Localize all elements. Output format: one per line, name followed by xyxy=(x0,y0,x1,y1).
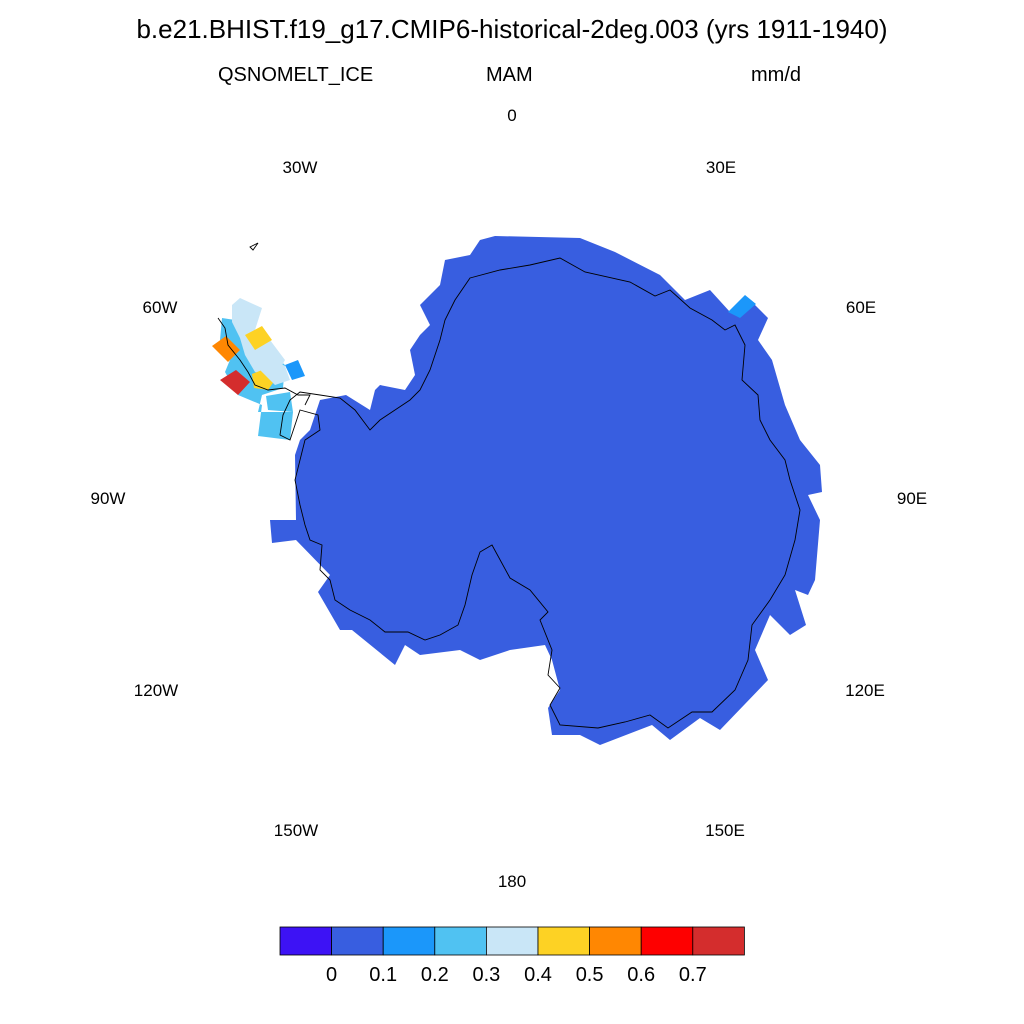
lon-label-0: 0 xyxy=(507,106,517,125)
season-label: MAM xyxy=(486,64,533,86)
colorbar-box xyxy=(382,926,436,956)
lon-label-30e: 30E xyxy=(705,158,737,177)
variable-label: QSNOMELT_ICE xyxy=(218,64,374,86)
units-label: mm/d xyxy=(751,64,801,86)
coastline xyxy=(279,257,801,729)
colorbar-box xyxy=(485,926,539,956)
colorbar-tick-label: 0.2 xyxy=(421,964,449,986)
colorbar-tick-label: 0.3 xyxy=(472,964,500,986)
lon-label-60e: 60E xyxy=(845,298,877,317)
colorbar-tick-label: 0.1 xyxy=(369,964,397,986)
colorbar-tick-label: 0.7 xyxy=(679,964,707,986)
peninsula-cells-0-4-0-5b xyxy=(252,370,275,390)
peninsula-cells-0-5-0-6 xyxy=(212,336,240,362)
peninsula-cells-0-7-plus xyxy=(220,370,250,395)
lon-label-150w: 150W xyxy=(273,821,319,840)
colorbar-tick-label: 0 xyxy=(326,964,337,986)
peninsula-cells-0-1-0-2a xyxy=(285,360,305,380)
colorbar-box xyxy=(640,926,694,956)
colorbar-tick-label: 0.5 xyxy=(576,964,604,986)
colorbar-box xyxy=(537,926,590,956)
peninsula-cells-0-3-0-4b xyxy=(260,355,290,385)
lon-label-90e: 90E xyxy=(896,489,928,508)
ice-sheet-field xyxy=(270,236,822,745)
colorbar-box xyxy=(279,926,332,956)
colorbar-box xyxy=(692,926,745,956)
lon-label-60w: 60W xyxy=(142,298,178,317)
lon-label-120w: 120W xyxy=(133,681,179,700)
colorbar-tick-label: 0.4 xyxy=(524,964,552,986)
lon-label-120e: 120E xyxy=(845,681,885,700)
plot-title: b.e21.BHIST.f19_g17.CMIP6-historical-2de… xyxy=(136,14,888,44)
peninsula-cells-0-1-0-2b xyxy=(728,295,756,318)
colorbar-box xyxy=(434,926,487,956)
colorbar-box xyxy=(331,926,384,956)
small-island xyxy=(249,242,259,251)
lon-label-30w: 30W xyxy=(282,158,318,177)
lon-label-180: 180 xyxy=(497,872,527,891)
lon-label-150e: 150E xyxy=(705,821,745,840)
peninsula-cells-0-4-0-5a xyxy=(245,326,272,350)
lon-label-90w: 90W xyxy=(90,489,126,508)
colorbar-tick-label: 0.6 xyxy=(627,964,655,986)
colorbar-box xyxy=(589,926,642,956)
peninsula-coastline xyxy=(217,317,311,406)
